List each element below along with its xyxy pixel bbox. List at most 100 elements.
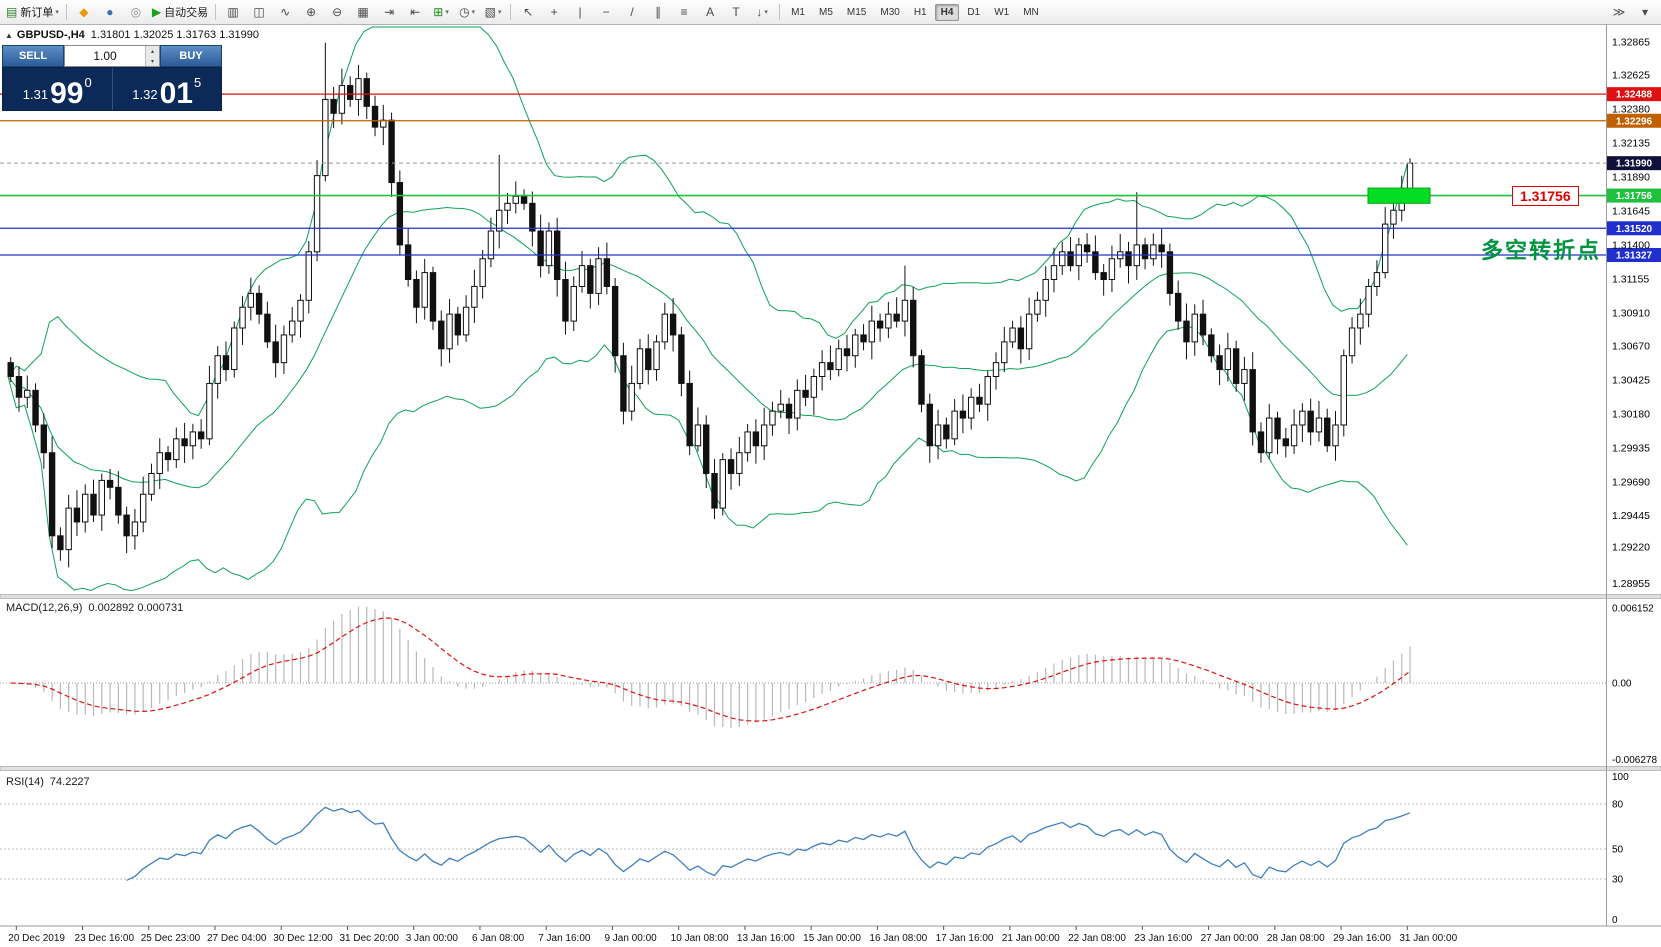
panel-separators[interactable] bbox=[0, 24, 1661, 927]
toolbar-more-button[interactable]: ≫ bbox=[1612, 5, 1626, 19]
time-axis[interactable]: 20 Dec 2019 23 Dec 16:00 25 Dec 23:00 27 De… bbox=[8, 926, 1458, 944]
price-axis-label: 1.29445 bbox=[1612, 510, 1650, 522]
timeframe-h4[interactable]: H4 bbox=[934, 3, 960, 21]
volume-down-button[interactable]: ▾ bbox=[146, 56, 159, 66]
price-axis-label: 1.30910 bbox=[1612, 307, 1650, 319]
candle bbox=[744, 423, 751, 462]
toolbar-menu-button[interactable]: ▾ bbox=[1641, 5, 1649, 19]
vertical-line-button[interactable]: | bbox=[567, 1, 593, 23]
volume-value[interactable]: 1.00 bbox=[93, 49, 117, 63]
timeframe-mn[interactable]: MN bbox=[1023, 6, 1039, 18]
candle bbox=[346, 76, 354, 107]
candle bbox=[611, 278, 619, 373]
time-axis-label: 13 Jan 16:00 bbox=[737, 933, 795, 944]
candle bbox=[876, 313, 884, 342]
hline-1.31520[interactable]: 1.31520 bbox=[0, 221, 1661, 236]
arrows-button[interactable]: ↓ ▾ bbox=[749, 1, 775, 23]
candle bbox=[553, 217, 561, 297]
time-axis-label: 25 Dec 23:00 bbox=[141, 933, 201, 944]
candle bbox=[595, 247, 602, 305]
candlestick-chart-button[interactable]: ◫ bbox=[246, 1, 272, 23]
fibonacci-button[interactable]: ≡ bbox=[671, 1, 697, 23]
hline-1.32296[interactable]: 1.32296 bbox=[0, 113, 1661, 128]
volume-up-button[interactable]: ▴ bbox=[146, 46, 159, 56]
price-axis[interactable]: 1.32865 1.32625 1.32380 1.32135 1.31890 1.316… bbox=[1612, 36, 1650, 590]
community-button[interactable]: ◎ bbox=[123, 1, 149, 23]
candle bbox=[280, 325, 288, 374]
chart-shift-button[interactable]: ⇤ bbox=[402, 1, 428, 23]
chart-shift-icon: ⇤ bbox=[410, 5, 421, 19]
candle bbox=[1315, 400, 1323, 442]
bid-price[interactable]: 1.31 99 0 bbox=[3, 68, 113, 110]
hline-1.32488[interactable]: 1.32488 bbox=[0, 87, 1661, 102]
candle bbox=[537, 214, 544, 278]
chevron-down-icon: ▾ bbox=[445, 9, 449, 16]
ask-price[interactable]: 1.32 01 5 bbox=[113, 68, 222, 110]
hline-1.31327[interactable]: 1.31327 bbox=[0, 248, 1661, 263]
candle bbox=[1191, 304, 1198, 356]
metaquotes-button[interactable]: ◆ bbox=[71, 1, 97, 23]
time-axis-label: 15 Jan 00:00 bbox=[803, 933, 861, 944]
auto-trading-button[interactable]: ▶ 自动交易 bbox=[149, 1, 211, 23]
timeframe-m15[interactable]: M15 bbox=[846, 6, 867, 18]
candle bbox=[678, 326, 685, 397]
candle bbox=[98, 473, 105, 531]
crosshair-button[interactable]: + bbox=[541, 1, 567, 23]
one-click-trading-panel: SELL 1.00 ▴ ▾ BUY 1.31 99 0 1.32 01 5 bbox=[2, 45, 222, 111]
candle bbox=[173, 427, 180, 468]
rsi-line bbox=[126, 806, 1411, 881]
market-watch-button[interactable]: ● bbox=[97, 1, 123, 23]
candle bbox=[239, 296, 246, 345]
trendline-button[interactable]: / bbox=[619, 1, 645, 23]
time-axis-label: 16 Jan 08:00 bbox=[869, 933, 927, 944]
price-callout-box[interactable]: 1.31756 bbox=[1512, 186, 1579, 206]
volume-field[interactable]: 1.00 ▴ ▾ bbox=[64, 45, 160, 67]
timeframe-m30[interactable]: M30 bbox=[880, 6, 900, 18]
channel-button[interactable]: ∥ bbox=[645, 1, 671, 23]
sell-button[interactable]: SELL bbox=[2, 45, 64, 67]
auto-scroll-button[interactable]: ⇥ bbox=[376, 1, 402, 23]
macd-label: MACD(12,26,9) 0.002892 0.000731 bbox=[6, 602, 183, 614]
zoom-in-button[interactable]: ⊕ bbox=[298, 1, 324, 23]
candle bbox=[893, 297, 900, 328]
periods-button[interactable]: ◷ ▾ bbox=[454, 1, 480, 23]
candle bbox=[32, 383, 39, 433]
tile-windows-button[interactable]: ▦ bbox=[350, 1, 376, 23]
cursor-button[interactable]: ↖ bbox=[515, 1, 541, 23]
templates-button[interactable]: ▧ ▾ bbox=[480, 1, 506, 23]
timeframe-h1[interactable]: H1 bbox=[913, 6, 927, 18]
timeframe-w1[interactable]: W1 bbox=[994, 6, 1010, 18]
timeframe-m1[interactable]: M1 bbox=[791, 6, 805, 18]
candle bbox=[139, 476, 147, 533]
candle bbox=[645, 334, 652, 385]
timeframe-d1[interactable]: D1 bbox=[967, 6, 981, 18]
line-chart-button[interactable]: ∿ bbox=[272, 1, 298, 23]
horizontal-line-button[interactable]: − bbox=[593, 1, 619, 23]
candle bbox=[1034, 291, 1041, 322]
macd-values: 0.002892 0.000731 bbox=[88, 602, 184, 614]
candle bbox=[388, 112, 395, 197]
candle bbox=[255, 285, 263, 324]
buy-button[interactable]: BUY bbox=[160, 45, 222, 67]
new-order-button[interactable]: ▤ 新订单 ▾ bbox=[3, 1, 62, 23]
timeframe-m5[interactable]: M5 bbox=[819, 6, 833, 18]
text-button[interactable]: A bbox=[697, 1, 723, 23]
candle bbox=[421, 258, 428, 320]
hline-1.31756[interactable]: 1.31756 bbox=[0, 188, 1661, 203]
candlestick-chart-icon: ◫ bbox=[253, 5, 265, 19]
candle bbox=[1199, 299, 1207, 346]
text-label-button[interactable]: T bbox=[723, 1, 749, 23]
rsi-name: RSI(14) bbox=[6, 776, 44, 788]
bar-chart-button[interactable]: ▥ bbox=[220, 1, 246, 23]
candle bbox=[363, 72, 370, 120]
indicators-button[interactable]: ⊞ ▾ bbox=[428, 1, 454, 23]
candle bbox=[380, 104, 387, 146]
candle bbox=[322, 42, 329, 182]
zoom-out-button[interactable]: ⊖ bbox=[324, 1, 350, 23]
annotation-text[interactable]: 多空转折点 bbox=[1480, 238, 1601, 263]
candle bbox=[918, 349, 925, 413]
candle bbox=[1117, 234, 1124, 268]
highlight-rectangle[interactable] bbox=[1367, 187, 1431, 204]
oneclick-collapse-toggle[interactable]: ▲ bbox=[5, 31, 13, 40]
